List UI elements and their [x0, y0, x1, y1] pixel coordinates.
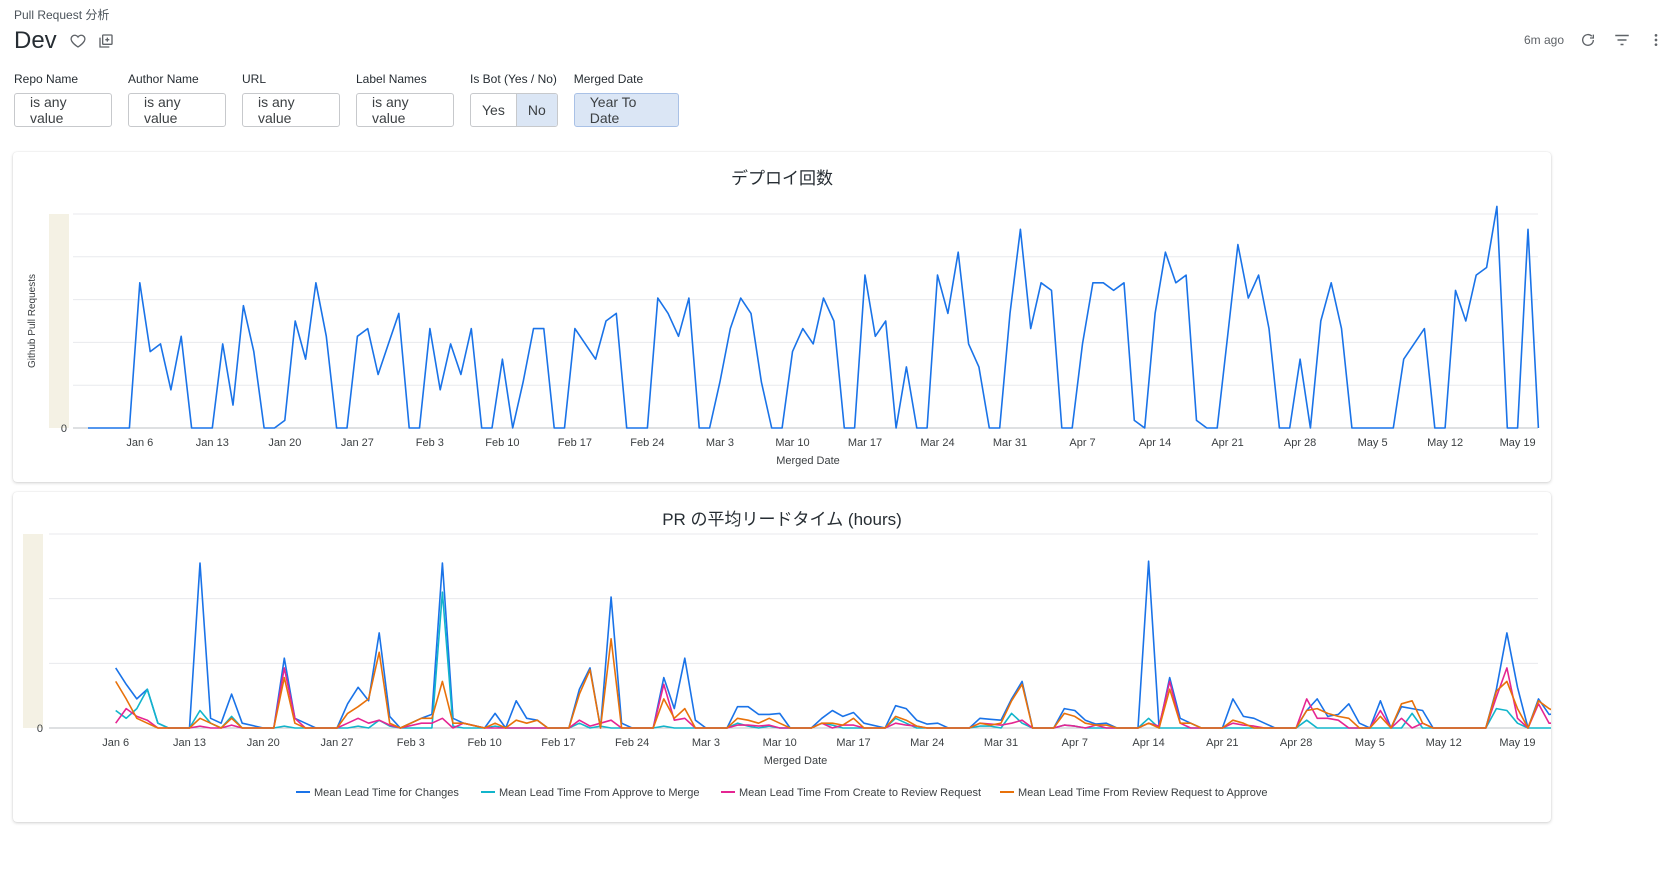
filter-author-name: Author Name is any value [128, 72, 226, 127]
filter-label: Label Names [356, 72, 427, 86]
x-tick-label: Mar 10 [775, 437, 809, 449]
x-tick-label: Mar 10 [763, 737, 797, 749]
merged-date-filter-button[interactable]: Year To Date [573, 93, 679, 127]
filter-icon[interactable] [1612, 30, 1632, 50]
series-line [88, 205, 1540, 429]
filter-label: URL [242, 72, 267, 86]
x-tick-label: May 5 [1358, 437, 1388, 449]
x-tick-label: Mar 24 [910, 737, 944, 749]
favorite-heart-icon[interactable] [67, 30, 89, 52]
x-tick-label: Jan 6 [126, 437, 153, 449]
is-bot-yes-option[interactable]: Yes [482, 102, 505, 118]
header-actions: 6m ago [1524, 30, 1666, 50]
y-tick-label: 0 [61, 423, 67, 435]
x-tick-label: Feb 3 [397, 737, 425, 749]
x-tick-label: Mar 17 [848, 437, 882, 449]
legend-item[interactable]: Mean Lead Time From Approve to Merge [481, 787, 700, 799]
x-tick-label: Apr 28 [1284, 437, 1316, 449]
legend-label: Mean Lead Time From Review Request to Ap… [1018, 787, 1267, 799]
legend-label: Mean Lead Time From Create to Review Req… [739, 787, 981, 799]
x-tick-label: Mar 3 [706, 437, 734, 449]
x-tick-label: Apr 14 [1132, 737, 1164, 749]
x-tick-label: Apr 21 [1211, 437, 1243, 449]
filter-url: URL is any value [242, 72, 340, 127]
filter-merged-date: Merged Date Year To Date [573, 72, 679, 127]
filter-label: Merged Date [573, 72, 644, 86]
x-tick-label: Feb 3 [416, 437, 444, 449]
x-tick-label: Feb 17 [541, 737, 575, 749]
x-tick-label: Feb 17 [558, 437, 592, 449]
add-to-board-icon[interactable] [95, 30, 117, 52]
filter-label-names: Label Names is any value [356, 72, 454, 127]
legend-item[interactable]: Mean Lead Time From Create to Review Req… [721, 787, 981, 799]
filter-is-bot: Is Bot (Yes / No) Yes No [470, 72, 558, 127]
more-vert-icon[interactable] [1646, 30, 1666, 50]
author-name-filter-button[interactable]: is any value [128, 93, 226, 127]
x-tick-label: May 12 [1427, 437, 1463, 449]
is-bot-no-option[interactable]: No [515, 94, 557, 126]
x-tick-label: Jan 27 [341, 437, 374, 449]
x-axis-title: Merged Date [776, 455, 840, 467]
breadcrumb[interactable]: Pull Request 分析 [14, 8, 110, 22]
dashboard-header: Pull Request 分析 Dev [14, 6, 123, 55]
x-tick-label: Jan 6 [102, 737, 129, 749]
x-tick-label: Mar 31 [984, 737, 1018, 749]
series-line [115, 591, 1551, 729]
x-tick-label: Apr 7 [1069, 437, 1095, 449]
x-tick-label: Jan 20 [268, 437, 301, 449]
y-axis-band [23, 534, 43, 728]
x-tick-label: Feb 10 [485, 437, 519, 449]
lead-time-chart-card[interactable]: PR の平均リードタイム (hours) 0 Jan 6 Jan 13 Jan 20 J… [13, 492, 1551, 822]
x-tick-label: Apr 21 [1206, 737, 1238, 749]
deploy-count-chart-card[interactable]: デプロイ回数 0 Jan 6 Jan 13 Jan 20 Jan 27 Feb 3 Feb … [13, 152, 1551, 482]
legend-label: Mean Lead Time for Changes [314, 787, 459, 799]
page-title: Dev [14, 27, 57, 54]
x-tick-label: Apr 28 [1280, 737, 1312, 749]
x-tick-label: Mar 31 [993, 437, 1027, 449]
is-bot-toggle: Yes No [470, 93, 558, 127]
y-axis-band [49, 214, 69, 428]
x-tick-label: May 19 [1499, 737, 1535, 749]
series-line [115, 667, 1551, 729]
lead-time-chart: 0 Jan 6 Jan 13 Jan 20 Jan 27 Feb 3 Feb 10 Feb 1… [23, 533, 1551, 799]
x-tick-label: Jan 20 [247, 737, 280, 749]
x-tick-label: Mar 24 [920, 437, 954, 449]
x-tick-label: Feb 24 [630, 437, 664, 449]
y-tick-label: 0 [37, 723, 43, 735]
refresh-icon[interactable] [1578, 30, 1598, 50]
repo-name-filter-button[interactable]: is any value [14, 93, 112, 127]
chart-title: デプロイ回数 [731, 169, 833, 188]
filter-bar: Repo Name is any value Author Name is an… [14, 72, 679, 127]
x-axis-title: Merged Date [764, 755, 828, 767]
x-tick-label: May 5 [1355, 737, 1385, 749]
label-names-filter-button[interactable]: is any value [356, 93, 454, 127]
url-filter-button[interactable]: is any value [242, 93, 340, 127]
x-tick-label: Feb 10 [467, 737, 501, 749]
filter-label: Is Bot (Yes / No) [470, 72, 557, 86]
y-axis-title: Github Pull Requests [27, 274, 38, 368]
series-line [115, 638, 1551, 729]
legend-item[interactable]: Mean Lead Time for Changes [296, 787, 459, 799]
filter-repo-name: Repo Name is any value [14, 72, 112, 127]
x-tick-label: Jan 13 [196, 437, 229, 449]
legend-item[interactable]: Mean Lead Time From Review Request to Ap… [1000, 787, 1267, 799]
chart-title: PR の平均リードタイム (hours) [662, 510, 902, 529]
filter-label: Author Name [128, 72, 199, 86]
x-tick-label: May 19 [1500, 437, 1536, 449]
x-tick-label: Mar 3 [692, 737, 720, 749]
x-tick-label: May 12 [1426, 737, 1462, 749]
filter-label: Repo Name [14, 72, 79, 86]
series-line [115, 560, 1551, 729]
last-updated-text: 6m ago [1523, 33, 1564, 47]
deploy-count-chart: 0 Jan 6 Jan 13 Jan 20 Jan 27 Feb 3 Feb 10 Feb 1… [27, 205, 1540, 467]
x-tick-label: Apr 14 [1139, 437, 1171, 449]
x-tick-label: Jan 27 [321, 737, 354, 749]
x-tick-label: Mar 17 [836, 737, 870, 749]
x-tick-label: Feb 24 [615, 737, 649, 749]
x-tick-label: Jan 13 [173, 737, 206, 749]
x-tick-label: Apr 7 [1062, 737, 1088, 749]
legend-label: Mean Lead Time From Approve to Merge [499, 787, 700, 799]
